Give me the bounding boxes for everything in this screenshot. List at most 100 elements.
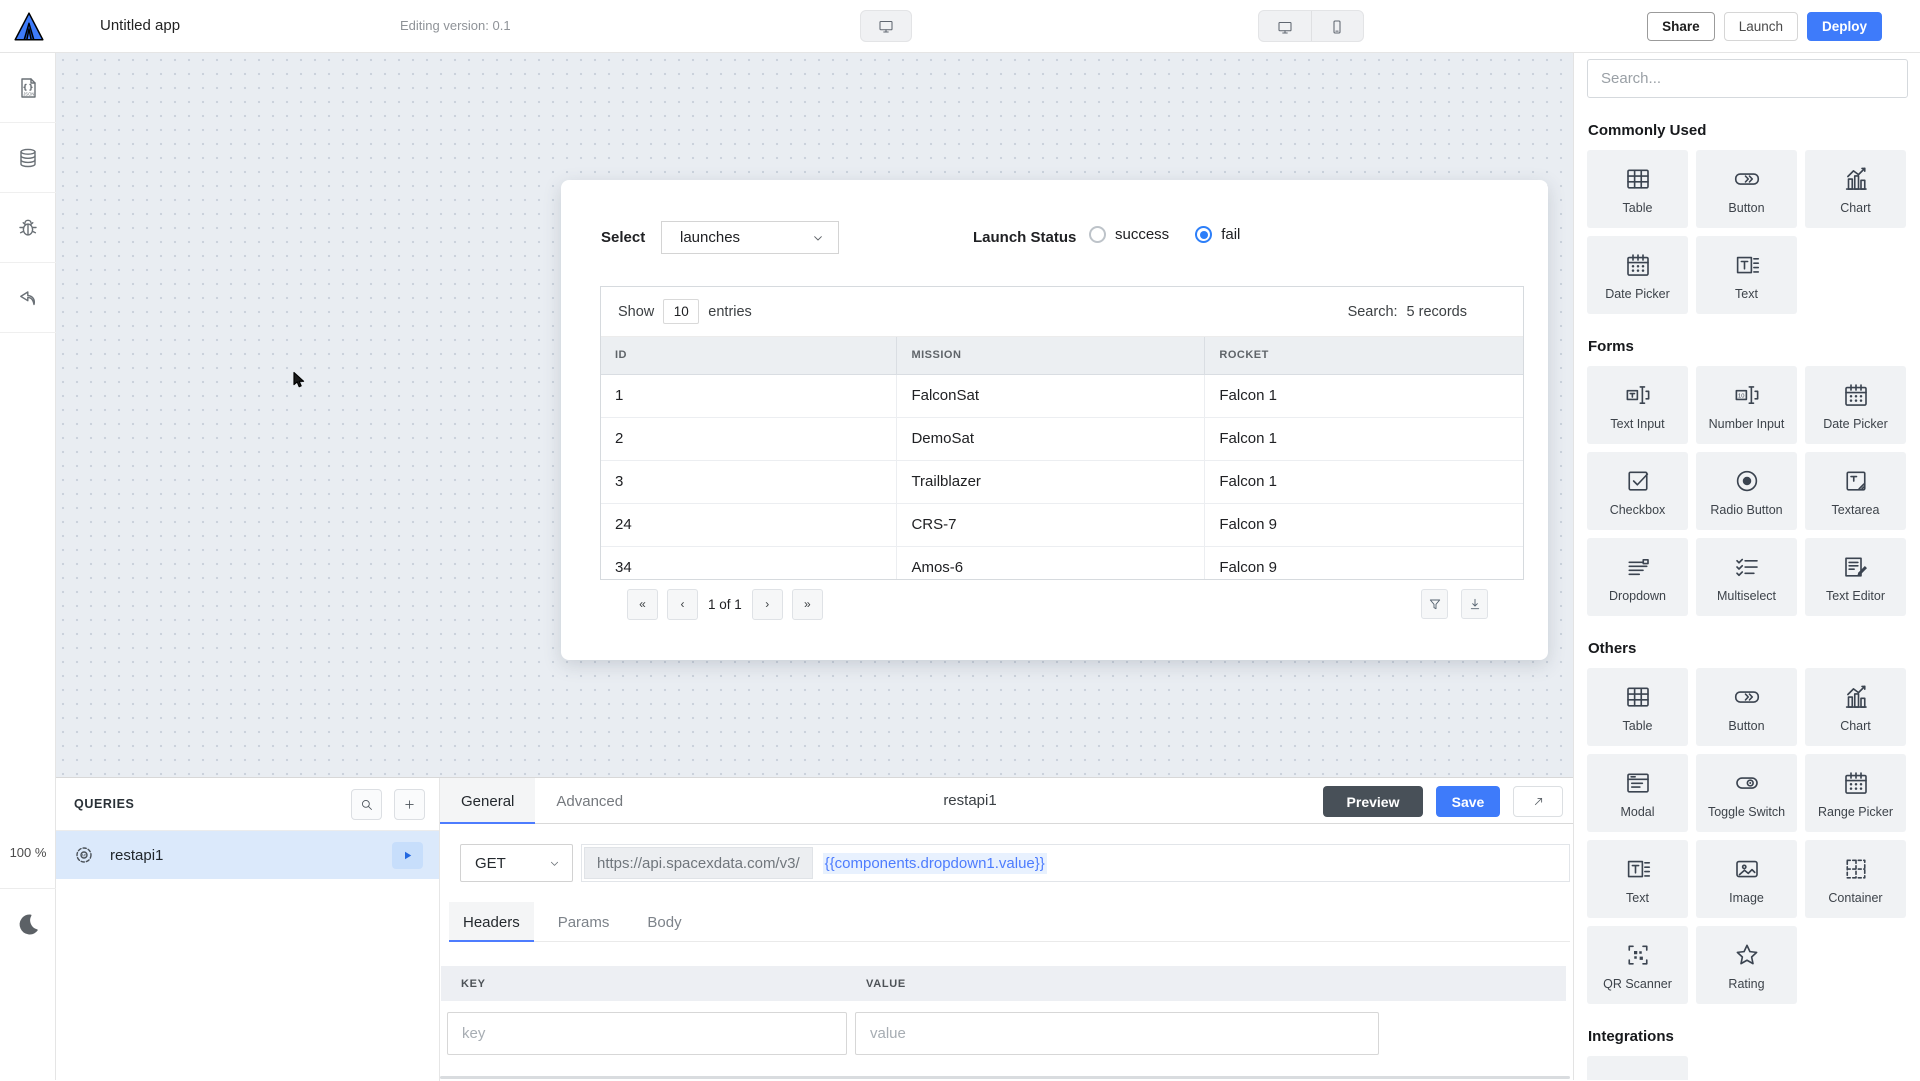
page-size-input[interactable] xyxy=(663,299,700,324)
widget-card-date-picker[interactable]: Date Picker xyxy=(1587,236,1688,314)
expand-icon xyxy=(1531,794,1546,809)
widget-card-map[interactable] xyxy=(1587,1056,1688,1080)
table-icon xyxy=(1623,164,1653,194)
dark-mode-toggle[interactable] xyxy=(0,888,56,958)
table-row[interactable]: 2 DemoSat Falcon 1 xyxy=(601,417,1523,461)
widget-card-range-picker[interactable]: Range Picker xyxy=(1805,754,1906,832)
desktop-view-button[interactable] xyxy=(1259,11,1311,41)
radio-option-success[interactable]: success xyxy=(1089,226,1169,243)
filter-button[interactable] xyxy=(1421,589,1448,619)
table-cell: FalconSat xyxy=(896,374,1206,418)
sidebar-item-undo[interactable] xyxy=(0,263,56,333)
next-page-button[interactable]: › xyxy=(751,588,783,620)
page-info: 1 of 1 xyxy=(708,596,742,612)
header-key-input[interactable] xyxy=(447,1012,847,1055)
widget-card-multiselect[interactable]: Multiselect xyxy=(1696,538,1797,616)
column-header-id[interactable]: ID xyxy=(601,337,898,375)
widget-label: Button xyxy=(1728,718,1765,733)
table-cell: 34 xyxy=(601,546,898,579)
widget-label: Multiselect xyxy=(1716,588,1777,603)
app-logo-icon[interactable] xyxy=(12,10,46,44)
query-list-item-restapi1[interactable]: API restapi1 xyxy=(56,831,439,879)
radio-option-fail[interactable]: fail xyxy=(1195,226,1240,243)
table-toolbar: Show entries Search: 5 records xyxy=(601,287,1523,337)
widget-card-textarea[interactable]: Textarea xyxy=(1805,452,1906,530)
download-button[interactable] xyxy=(1461,589,1488,619)
topbar-actions: Share Launch Deploy xyxy=(1647,12,1882,41)
widget-card-toggle-switch[interactable]: Toggle Switch xyxy=(1696,754,1797,832)
sidebar-item-bug[interactable] xyxy=(0,193,56,263)
sidebar-item-json-file[interactable]: JSON xyxy=(0,53,56,123)
first-page-button[interactable]: « xyxy=(627,588,658,620)
widget-card-table[interactable]: Table xyxy=(1587,150,1688,228)
widget-card-dropdown[interactable]: Dropdown xyxy=(1587,538,1688,616)
widget-search-input[interactable] xyxy=(1587,59,1908,98)
app-title[interactable]: Untitled app xyxy=(100,17,181,34)
widget-card-text-input[interactable]: Text Input xyxy=(1587,366,1688,444)
app-canvas[interactable]: Select launches Launch Status success fai… xyxy=(56,53,1573,777)
widget-card-rating[interactable]: Rating xyxy=(1696,926,1797,1004)
url-input[interactable]: https://api.spacexdata.com/v3/ {{compone… xyxy=(581,844,1570,882)
run-query-button[interactable] xyxy=(392,841,423,869)
last-page-button[interactable]: » xyxy=(791,588,823,620)
text-input-icon xyxy=(1623,380,1653,410)
widget-card-qr-scanner[interactable]: QR Scanner xyxy=(1587,926,1688,1004)
table-cell: Falcon 9 xyxy=(1204,503,1523,547)
url-expression: {{components.dropdown1.value}} xyxy=(822,852,1047,874)
tab-params[interactable]: Params xyxy=(557,913,610,931)
table-cell: Falcon 1 xyxy=(1204,374,1523,418)
widget-card-text-editor[interactable]: Text Editor xyxy=(1805,538,1906,616)
editing-version-label: Editing version: 0.1 xyxy=(400,18,511,33)
widget-card-chart[interactable]: Chart xyxy=(1805,150,1906,228)
tab-general[interactable]: General xyxy=(440,778,536,824)
widget-card-checkbox[interactable]: Checkbox xyxy=(1587,452,1688,530)
deploy-button[interactable]: Deploy xyxy=(1806,12,1882,41)
save-button[interactable]: Save xyxy=(1436,786,1500,817)
header-value-input[interactable] xyxy=(855,1012,1379,1055)
query-editor: General Advanced restapi1 Preview Save GE… xyxy=(440,778,1573,1081)
widget-card-container[interactable]: Container xyxy=(1805,840,1906,918)
radio-circle-icon xyxy=(1195,226,1213,243)
widget-card-chart[interactable]: Chart xyxy=(1805,668,1906,746)
widget-label: Range Picker xyxy=(1817,804,1894,819)
widget-card-number-input[interactable]: 10 Number Input xyxy=(1696,366,1797,444)
calendar-icon xyxy=(1623,250,1653,280)
previous-page-button[interactable]: ‹ xyxy=(667,588,698,620)
widget-card-text[interactable]: Text xyxy=(1587,840,1688,918)
widget-card-table[interactable]: Table xyxy=(1587,668,1688,746)
widget-card-date-picker[interactable]: Date Picker xyxy=(1805,366,1906,444)
tab-advanced[interactable]: Advanced xyxy=(556,792,624,810)
search-query-button[interactable] xyxy=(351,788,382,820)
table-row[interactable]: 34 Amos-6 Falcon 9 xyxy=(601,546,1523,579)
widget-card-button[interactable]: Button xyxy=(1696,668,1797,746)
widget-card-button[interactable]: Button xyxy=(1696,150,1797,228)
queries-header: QUERIES xyxy=(56,778,439,831)
tab-headers[interactable]: Headers xyxy=(449,902,534,942)
database-icon xyxy=(16,146,40,170)
column-header-mission[interactable]: MISSION xyxy=(896,337,1206,375)
http-method-select[interactable]: GET xyxy=(460,844,573,882)
widget-card-radio-button[interactable]: Radio Button xyxy=(1696,452,1797,530)
table-row[interactable]: 3 Trailblazer Falcon 1 xyxy=(601,460,1523,504)
section-title: Forms xyxy=(1588,338,1634,355)
widget-card-modal[interactable]: Modal xyxy=(1587,754,1688,832)
add-query-button[interactable] xyxy=(394,788,425,820)
canvas-size-button[interactable] xyxy=(860,10,912,42)
query-name: restapi1 xyxy=(110,846,164,864)
column-header-rocket[interactable]: ROCKET xyxy=(1204,337,1523,375)
horizontal-scrollbar[interactable] xyxy=(440,1076,1570,1079)
launches-dropdown[interactable]: launches xyxy=(661,221,839,254)
widget-card-text[interactable]: Text xyxy=(1696,236,1797,314)
table-row[interactable]: 1 FalconSat Falcon 1 xyxy=(601,374,1523,418)
preview-button[interactable]: Preview xyxy=(1323,786,1423,817)
expand-query-button[interactable] xyxy=(1513,786,1563,817)
launch-button[interactable]: Launch xyxy=(1723,12,1798,41)
tab-body[interactable]: Body xyxy=(647,913,682,931)
table-row[interactable]: 24 CRS-7 Falcon 9 xyxy=(601,503,1523,547)
sidebar-item-database[interactable] xyxy=(0,123,56,193)
share-button[interactable]: Share xyxy=(1647,12,1715,41)
widget-card-image[interactable]: Image xyxy=(1696,840,1797,918)
mobile-view-button[interactable] xyxy=(1310,11,1364,41)
chart-icon xyxy=(1841,164,1871,194)
launch-status-radio-group: success fail xyxy=(1089,226,1240,243)
